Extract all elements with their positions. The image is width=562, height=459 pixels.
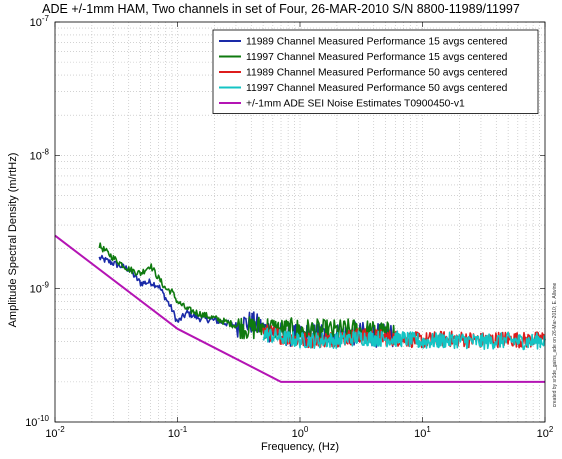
x-tick-label: 102 xyxy=(537,425,554,440)
legend-label: 11997 Channel Measured Performance 50 av… xyxy=(246,83,508,94)
legend-label: +/-1mm ADE SEI Noise Estimates T0900450-… xyxy=(246,99,465,110)
x-tick-label: 101 xyxy=(414,425,431,440)
series-line-5 xyxy=(54,234,545,383)
x-tick-label: 100 xyxy=(292,425,309,440)
x-axis-label: Frequency, (Hz) xyxy=(260,441,340,453)
y-tick-label: 10-8 xyxy=(30,147,50,162)
legend-label: 11989 Channel Measured Performance 15 av… xyxy=(246,37,508,48)
legend-label: 11989 Channel Measured Performance 50 av… xyxy=(246,68,508,79)
legend: 11989 Channel Measured Performance 15 av… xyxy=(212,29,539,114)
series-line-4 xyxy=(262,327,546,351)
credit-note: created by sr1de_gains_ade on 26-Mar-201… xyxy=(552,282,558,408)
x-tick-label: 10-2 xyxy=(45,425,65,440)
tick-marks xyxy=(54,21,546,423)
legend-box xyxy=(212,29,539,114)
y-axis-label: Amplitude Spectral Density (m/rtHz) xyxy=(7,152,19,328)
chart-title: ADE +/-1mm HAM, Two channels in set of F… xyxy=(42,2,520,16)
y-tick-label: 10-7 xyxy=(30,14,50,29)
legend-label: 11997 Channel Measured Performance 15 av… xyxy=(246,52,508,63)
y-tick-label: 10-9 xyxy=(30,281,50,296)
x-tick-label: 10-1 xyxy=(168,425,188,440)
series-line-2 xyxy=(98,242,397,344)
y-tick-label: 10-10 xyxy=(25,414,49,429)
